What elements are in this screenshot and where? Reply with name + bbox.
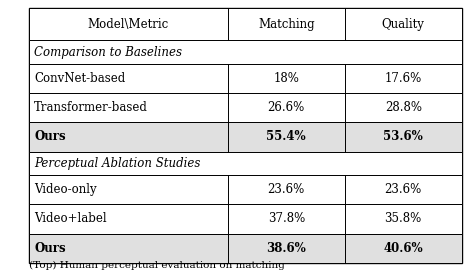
Bar (29, 152, 462, 175)
Bar (29, 40, 462, 64)
Text: 18%: 18% (273, 72, 299, 85)
Text: Video-only: Video-only (34, 183, 97, 196)
Text: 37.8%: 37.8% (268, 212, 305, 225)
Text: (Top) Human perceptual evaluation on matching: (Top) Human perceptual evaluation on mat… (29, 261, 285, 270)
Text: 17.6%: 17.6% (385, 72, 422, 85)
Bar (29, 122, 462, 152)
Text: Matching: Matching (258, 18, 315, 31)
Text: Model\Metric: Model\Metric (88, 18, 169, 31)
Text: 38.6%: 38.6% (267, 242, 306, 255)
Text: 53.6%: 53.6% (383, 130, 423, 143)
Bar (29, 64, 462, 93)
Bar (29, 234, 462, 263)
Text: 26.6%: 26.6% (268, 101, 305, 114)
Text: 35.8%: 35.8% (385, 212, 422, 225)
Text: 55.4%: 55.4% (267, 130, 306, 143)
Bar (29, 175, 462, 204)
Text: 23.6%: 23.6% (385, 183, 422, 196)
Bar (29, 204, 462, 234)
Text: 23.6%: 23.6% (268, 183, 305, 196)
Text: ConvNet-based: ConvNet-based (34, 72, 126, 85)
Bar (29, 8, 462, 40)
Text: Transformer-based: Transformer-based (34, 101, 148, 114)
Text: Video+label: Video+label (34, 212, 107, 225)
Bar (29, 93, 462, 122)
Text: Quality: Quality (382, 18, 425, 31)
Text: 40.6%: 40.6% (384, 242, 423, 255)
Text: Perceptual Ablation Studies: Perceptual Ablation Studies (34, 157, 201, 170)
Text: Ours: Ours (34, 130, 66, 143)
Text: Ours: Ours (34, 242, 66, 255)
Text: 28.8%: 28.8% (385, 101, 422, 114)
Text: Comparison to Baselines: Comparison to Baselines (34, 46, 182, 59)
